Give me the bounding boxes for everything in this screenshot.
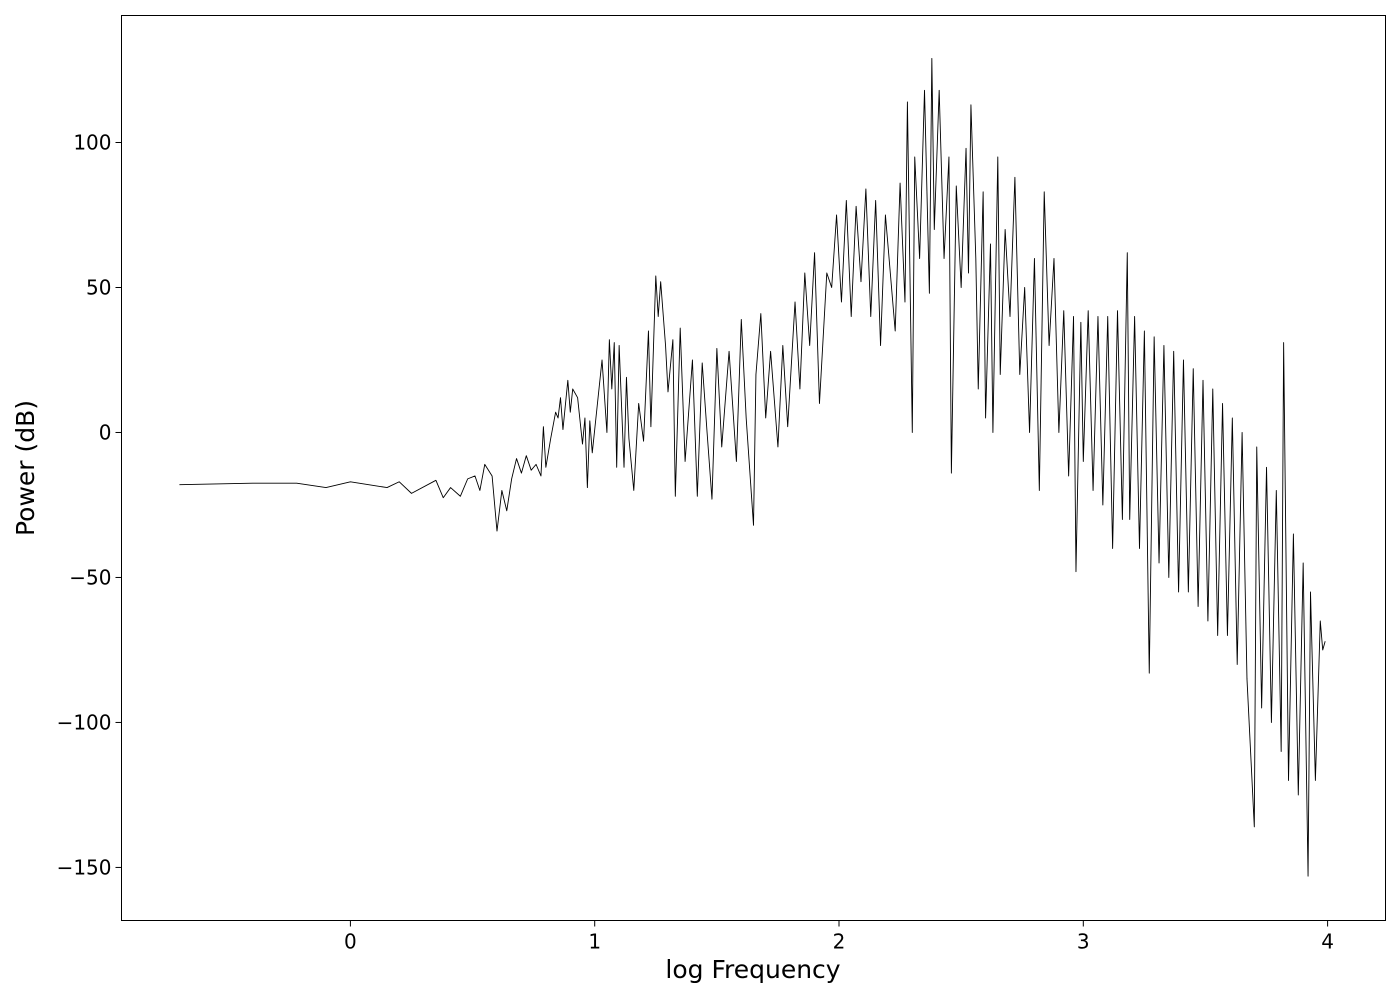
plot-frame (121, 15, 1386, 921)
x-tick-label: 4 (1321, 930, 1334, 954)
x-tick-label: 1 (588, 930, 601, 954)
x-tick-label: 0 (344, 930, 357, 954)
y-tick-label: 50 (86, 275, 111, 299)
y-axis-label: Power (dB) (11, 400, 40, 536)
y-tick-label: −100 (57, 710, 112, 734)
x-axis-label: log Frequency (665, 955, 840, 984)
y-tick-label: −150 (57, 855, 112, 879)
y-tick-label: 100 (73, 131, 111, 155)
x-tick-label: 2 (833, 930, 846, 954)
x-tick-label: 3 (1077, 930, 1090, 954)
y-tick-label: 0 (99, 420, 112, 444)
spectrum-line (179, 57, 1326, 877)
y-tick-label: −50 (69, 565, 111, 589)
